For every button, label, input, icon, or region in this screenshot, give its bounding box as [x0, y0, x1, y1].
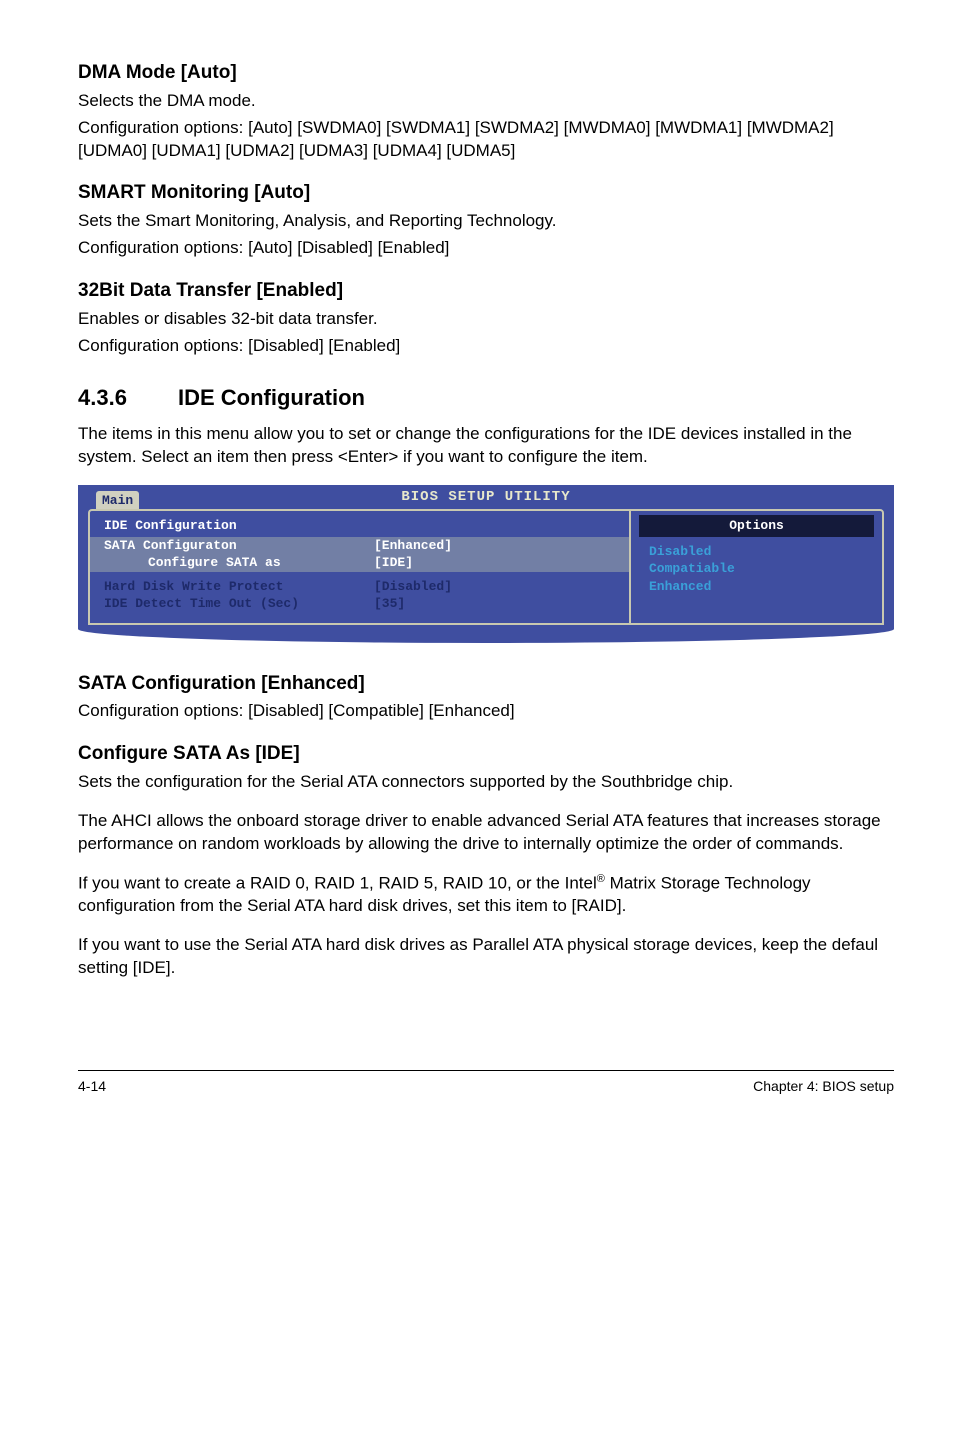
heading-configure-sata-as: Configure SATA As [IDE] — [78, 741, 894, 767]
bios-section-header-text: IDE Configuration — [104, 517, 237, 535]
text-32bit-options: Configuration options: [Disabled] [Enabl… — [78, 335, 894, 358]
heading-32bit: 32Bit Data Transfer [Enabled] — [78, 278, 894, 304]
bios-row-write-protect[interactable]: Hard Disk Write Protect [Disabled] — [90, 578, 629, 596]
text-smart-desc: Sets the Smart Monitoring, Analysis, and… — [78, 210, 894, 233]
text-cfg-p3a: If you want to create a RAID 0, RAID 1, … — [78, 873, 597, 892]
text-cfg-p2: The AHCI allows the onboard storage driv… — [78, 810, 894, 856]
bios-value: [Disabled] — [374, 578, 615, 596]
bios-tab-main[interactable]: Main — [96, 491, 139, 510]
heading-sata-config: SATA Configuration [Enhanced] — [78, 671, 894, 697]
text-32bit-desc: Enables or disables 32-bit data transfer… — [78, 308, 894, 331]
bios-row-sata-config[interactable]: SATA Configuraton [Enhanced] — [90, 537, 629, 555]
footer-chapter: Chapter 4: BIOS setup — [753, 1077, 894, 1096]
bios-body: IDE Configuration SATA Configuraton [Enh… — [78, 509, 894, 643]
text-cfg-p3: If you want to create a RAID 0, RAID 1, … — [78, 872, 894, 919]
heading-number: 4.3.6 — [78, 383, 178, 413]
text-cfg-p1: Sets the configuration for the Serial AT… — [78, 771, 894, 794]
bios-option-compatiable[interactable]: Compatiable — [631, 560, 882, 578]
heading-title: IDE Configuration — [178, 385, 365, 410]
heading-dma-mode: DMA Mode [Auto] — [78, 60, 894, 86]
bios-panel: Main BIOS SETUP UTILITY IDE Configuratio… — [78, 485, 894, 643]
text-dma-options: Configuration options: [Auto] [SWDMA0] [… — [78, 117, 894, 163]
bios-label: Configure SATA as — [104, 554, 374, 572]
bios-titlebar: Main BIOS SETUP UTILITY — [78, 485, 894, 509]
bios-title: BIOS SETUP UTILITY — [401, 488, 570, 507]
bios-label: IDE Detect Time Out (Sec) — [104, 595, 374, 613]
bios-value: [IDE] — [374, 554, 615, 572]
heading-smart: SMART Monitoring [Auto] — [78, 180, 894, 206]
bios-left-pane: IDE Configuration SATA Configuraton [Enh… — [88, 509, 629, 625]
bios-option-enhanced[interactable]: Enhanced — [631, 578, 882, 596]
heading-ide-config: 4.3.6IDE Configuration — [78, 383, 894, 413]
bios-value: [35] — [374, 595, 615, 613]
bios-section-header: IDE Configuration — [90, 517, 629, 535]
bios-label: Hard Disk Write Protect — [104, 578, 374, 596]
bios-row-configure-sata-as[interactable]: Configure SATA as [IDE] — [90, 554, 629, 572]
bios-row-detect-timeout[interactable]: IDE Detect Time Out (Sec) [35] — [90, 595, 629, 613]
text-sata-options: Configuration options: [Disabled] [Compa… — [78, 700, 894, 723]
bios-option-disabled[interactable]: Disabled — [631, 543, 882, 561]
bios-right-pane: Options Disabled Compatiable Enhanced — [629, 509, 884, 625]
bios-options-header: Options — [639, 515, 874, 537]
bios-value: [Enhanced] — [374, 537, 615, 555]
text-ide-intro: The items in this menu allow you to set … — [78, 423, 894, 469]
bios-label: SATA Configuraton — [104, 537, 374, 555]
text-cfg-p4: If you want to use the Serial ATA hard d… — [78, 934, 894, 980]
text-smart-options: Configuration options: [Auto] [Disabled]… — [78, 237, 894, 260]
page-footer: 4-14 Chapter 4: BIOS setup — [78, 1070, 894, 1096]
text-dma-desc: Selects the DMA mode. — [78, 90, 894, 113]
footer-page-number: 4-14 — [78, 1077, 106, 1096]
registered-icon: ® — [597, 873, 605, 885]
